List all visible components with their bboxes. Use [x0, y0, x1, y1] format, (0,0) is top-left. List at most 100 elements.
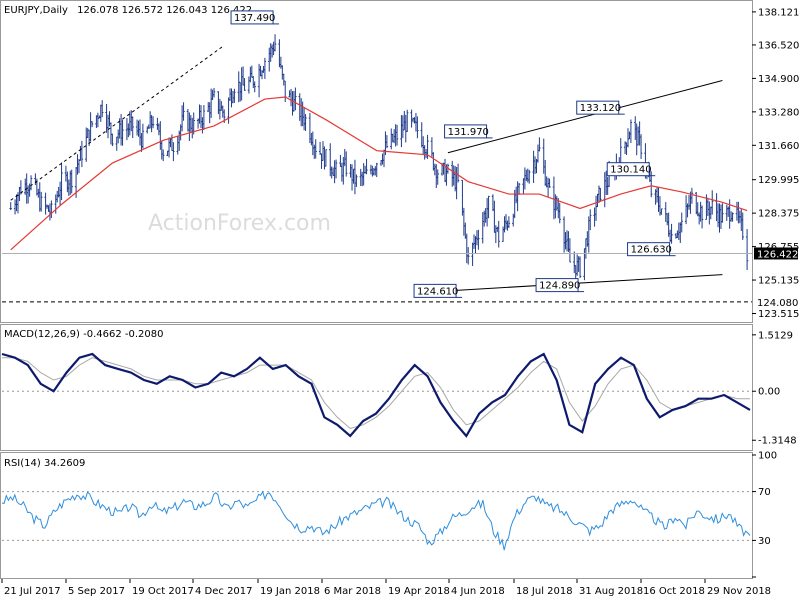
- annotation-box: [535, 278, 579, 293]
- candle: [690, 187, 694, 204]
- dashed-uptrend-line: [10, 44, 225, 201]
- macd-title: MACD(12,26,9) -0.4662 -0.2080: [4, 329, 164, 340]
- candle: [528, 169, 531, 184]
- annotation-label: 131.970: [448, 127, 489, 138]
- candle: [304, 114, 307, 131]
- price-tick-label: 123.515: [758, 309, 799, 320]
- candle: [202, 105, 206, 131]
- candle: [385, 135, 389, 149]
- candle: [660, 208, 663, 215]
- candle: [406, 109, 409, 132]
- moving-average: [10, 96, 748, 251]
- lower-channel-line: [447, 274, 723, 292]
- reference-price-label: 126.422: [757, 249, 798, 260]
- candle: [121, 119, 124, 146]
- moving-average-line: [10, 96, 748, 251]
- x-tick-label: 31 Aug 2018: [579, 586, 643, 597]
- ohlc-label: 126.078 126.572 126.043 126.422: [77, 5, 252, 16]
- x-tick-label: 19 Oct 2017: [132, 586, 194, 597]
- rsi-tick-label: 30: [758, 536, 771, 547]
- candle: [721, 203, 724, 223]
- candle: [141, 123, 145, 149]
- candle: [172, 142, 175, 162]
- candle: [212, 87, 216, 98]
- x-tick-label: 5 Sep 2017: [68, 586, 125, 597]
- candle: [111, 133, 114, 147]
- macd-tick-label: 0.00: [758, 387, 780, 398]
- price-tick-label: 138.121: [758, 7, 799, 18]
- annotation-box: [230, 10, 274, 25]
- macd-y-axis: 1.5129 0.00 -1.3148: [2, 330, 797, 447]
- price-panel-frame: [0, 0, 753, 323]
- price-tick-label: 131.660: [758, 141, 799, 152]
- x-tick-label: 6 Mar 2018: [324, 586, 381, 597]
- candle: [487, 195, 490, 219]
- price-tick-label: 134.900: [758, 74, 799, 85]
- annotation-box: [576, 100, 620, 115]
- candle: [711, 190, 714, 215]
- candle: [253, 81, 256, 93]
- annotation-box: [444, 124, 488, 139]
- macd-line: [1, 352, 751, 438]
- trendlines: [10, 44, 723, 292]
- candle: [741, 212, 744, 240]
- price-tick-label: 133.280: [758, 107, 799, 118]
- x-tick-label: 21 Jul 2017: [4, 586, 61, 597]
- candle: [497, 220, 500, 248]
- reference-price-box: [754, 295, 798, 308]
- candle: [589, 209, 592, 231]
- candle: [334, 159, 338, 179]
- candle: [182, 102, 185, 121]
- chart-title: EURJPY,Daily 126.078 126.572 126.043 126…: [4, 5, 252, 16]
- annotation-label: 126.630: [631, 245, 672, 256]
- price-y-axis: 138.121 136.520 134.900 133.280 131.660 129.9…: [752, 7, 799, 320]
- candle: [507, 216, 511, 229]
- candle: [558, 202, 561, 224]
- macd-signal-line: [2, 357, 750, 430]
- candle: [90, 121, 94, 128]
- reference-price-box: [754, 247, 798, 260]
- x-tick-label: 19 Jan 2018: [260, 586, 320, 597]
- candle: [345, 151, 348, 177]
- candle: [568, 238, 572, 263]
- macd-tick-label: 1.5129: [758, 330, 793, 341]
- candle: [273, 34, 277, 52]
- candle: [151, 116, 155, 129]
- candle: [314, 139, 317, 159]
- annotation-label: 137.490: [234, 13, 275, 24]
- candle: [243, 78, 246, 91]
- candle: [101, 100, 104, 118]
- candle: [294, 87, 297, 111]
- annotation-label: 124.610: [417, 286, 458, 297]
- price-tick-label: 125.135: [758, 276, 799, 287]
- x-tick-label: 4 Dec 2017: [195, 586, 253, 597]
- annotation-label: 130.140: [610, 165, 651, 176]
- candle: [60, 162, 63, 201]
- symbol-label: EURJPY,Daily: [4, 5, 68, 16]
- candle: [355, 174, 358, 187]
- rsi-tick-label: 70: [758, 487, 771, 498]
- candle: [131, 116, 134, 139]
- watermark-text: ActionForex.com: [148, 211, 331, 236]
- candle: [599, 187, 602, 202]
- price-tick-label: 129.995: [758, 175, 799, 186]
- x-tick-label: 4 Jun 2018: [451, 586, 505, 597]
- candle: [477, 229, 480, 250]
- candle: [29, 175, 33, 191]
- candle: [517, 182, 521, 195]
- candle: [538, 137, 541, 152]
- rsi-lines: [1, 490, 751, 551]
- x-tick-label: 29 Nov 2018: [707, 586, 771, 597]
- x-tick-label: 18 Jul 2018: [516, 586, 573, 597]
- upper-channel-line: [447, 79, 723, 154]
- candle: [548, 178, 551, 188]
- candle: [365, 158, 368, 175]
- candle: [324, 149, 328, 167]
- candle: [416, 116, 419, 139]
- reference-price-label: 124.080: [757, 298, 798, 309]
- candle: [629, 119, 633, 143]
- rsi-y-axis: 100 70 30: [2, 451, 777, 578]
- candle: [70, 169, 73, 194]
- x-axis: 21 Jul 2017 5 Sep 2017 19 Oct 2017 4 Dec 20…: [1, 579, 771, 597]
